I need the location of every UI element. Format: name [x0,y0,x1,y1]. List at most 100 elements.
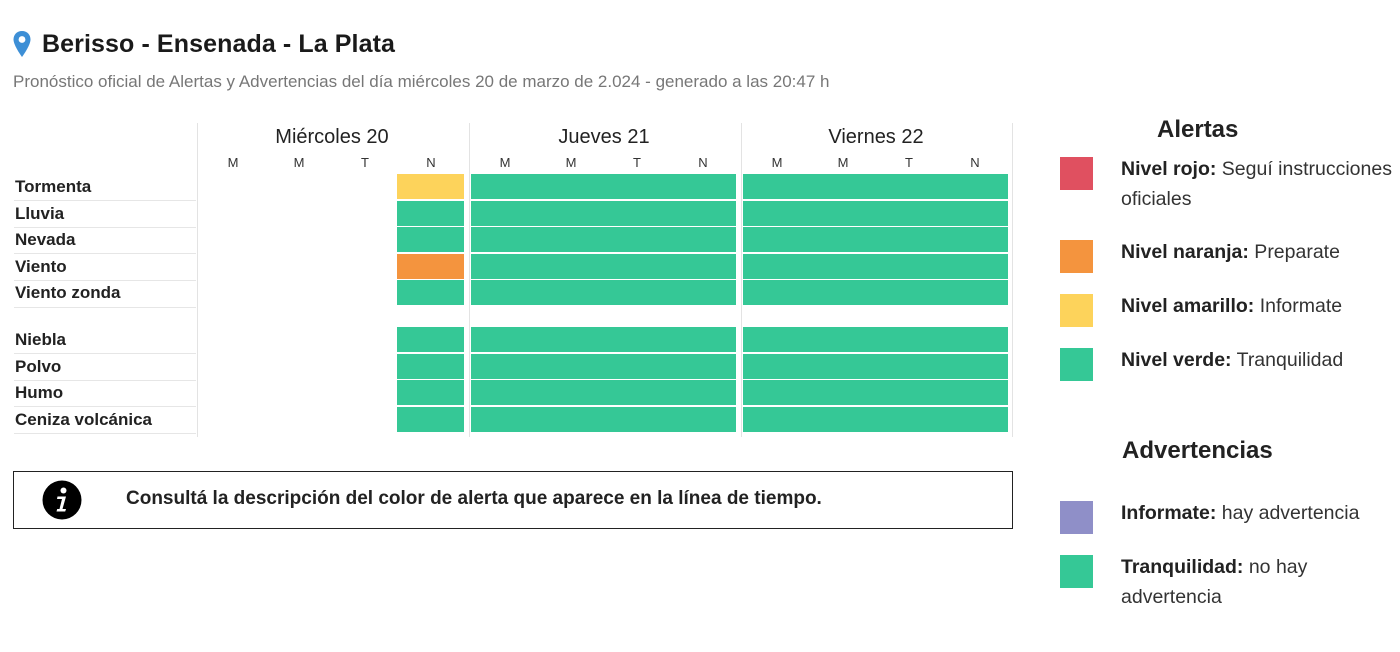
day-header: Miércoles 20 [275,126,389,148]
day-header: Viernes 22 [828,126,924,148]
day-separator [741,123,742,437]
time-slot-label: M [565,155,577,170]
alert-timeline: Miércoles 20 M M T N Jueves 21 M M T N Viernes 22 M… [0,0,1020,440]
color-swatch [1060,294,1093,327]
alert-cell-verde [743,200,1008,226]
alert-cell-verde [471,253,736,279]
color-swatch [1060,555,1093,588]
legend-level-name: Nivel rojo: [1121,158,1217,180]
legend-item-naranja: Nivel naranja: Preparate [1060,240,1400,273]
legend-level-desc: hay advertencia [1216,502,1360,524]
info-icon [42,480,82,520]
hazard-label: Lluvia [15,203,65,223]
row-divider [14,353,196,355]
legend-advertencias-title: Advertencias [1122,437,1273,464]
day-separator [1012,123,1013,437]
time-slot-label: M [771,155,783,170]
hazard-label: Humo [15,383,64,403]
time-slot-label: M [837,155,849,170]
legend-level-name: Informate: [1121,502,1217,524]
legend-item-verde: Tranquilidad: no hay advertencia [1060,555,1400,612]
alert-cell-verde [743,380,1008,406]
alert-cell-verde [743,174,1008,199]
alert-cell-verde [471,353,736,379]
alert-cell-verde [397,406,464,432]
row-divider [14,253,196,255]
legend-level-desc: Seguí instrucciones oficiales [1121,158,1392,210]
legend-level-desc: Informate [1254,295,1343,317]
hazard-label: Niebla [15,330,67,349]
alert-cell-verde [743,353,1008,379]
hazard-label: Viento zonda [15,283,121,303]
legend-alertas-title: Alertas [1157,116,1239,143]
alert-cell-verde [397,227,464,253]
legend-level-name: Nivel verde: [1121,349,1232,371]
legend-text: Informate: hay advertencia [1121,498,1400,528]
alert-cell-verde [471,406,736,432]
time-slot-label: M [227,155,239,170]
legend-level-desc: no hay advertencia [1121,556,1308,608]
time-slot-label: N [426,155,436,170]
legend-level-desc: Tranquilidad [1231,349,1344,371]
alert-cell-verde [743,253,1008,279]
legend-text: Nivel amarillo: Informate [1121,291,1400,321]
time-slot-label: T [905,155,913,170]
legend-level-name: Nivel amarillo: [1121,295,1255,317]
time-slot-label: M [293,155,305,170]
info-text: Consultá la descripción del color de ale… [126,488,822,509]
hazard-label: Nevada [15,230,76,250]
color-swatch [1060,240,1093,273]
day-header: Jueves 21 [558,126,650,148]
time-slot-label: T [633,155,641,170]
day-separator [197,123,198,437]
alert-cell-verde [743,280,1008,306]
alert-cell-verde [471,200,736,226]
color-swatch [1060,348,1093,381]
alert-cell-verde [471,380,736,406]
row-divider [14,379,196,381]
map-pin-icon [13,31,31,57]
alert-cell-verde [471,280,736,306]
page-header: Berisso - Ensenada - La Plata [12,26,395,62]
color-swatch [1060,501,1093,534]
legend-item-verde: Nivel verde: Tranquilidad [1060,348,1400,381]
alert-cell-verde [743,327,1008,352]
hazard-label: Viento [15,256,67,276]
alert-cell-verde [397,280,464,306]
hazard-label: Tormenta [15,177,92,196]
time-slot-label: T [361,155,369,170]
legend-level-name: Nivel naranja: [1121,241,1249,263]
row-divider [14,279,196,281]
alert-cell-verde [397,380,464,406]
time-slot-label: M [499,155,511,170]
alert-cell-verde [743,406,1008,432]
legend-item-amarillo: Nivel amarillo: Informate [1060,294,1400,327]
alert-cell-verde [743,227,1008,253]
alert-cell-verde [471,327,736,352]
legend-level-desc: Preparate [1248,241,1340,263]
hazard-label: Ceniza volcánica [15,409,153,429]
row-divider [14,306,196,308]
legend-level-name: Tranquilidad: [1121,556,1244,578]
forecast-subtitle: Pronóstico oficial de Alertas y Adverten… [13,72,830,91]
alert-cell-verde [471,227,736,253]
day-separator [469,123,470,437]
legend-text: Nivel verde: Tranquilidad [1121,345,1400,375]
time-slot-label: N [698,155,708,170]
alert-cell-amarillo [397,174,464,199]
page-title: Berisso - Ensenada - La Plata [42,29,396,58]
alert-cell-verde [397,327,464,352]
legend-item-violeta: Informate: hay advertencia [1060,501,1400,534]
row-divider [14,406,196,408]
row-divider [14,432,196,434]
alert-cell-verde [471,174,736,199]
row-divider [14,200,196,202]
legend-text: Nivel naranja: Preparate [1121,237,1400,267]
time-slot-label: N [970,155,980,170]
legend-text: Tranquilidad: no hay advertencia [1121,552,1400,612]
color-swatch [1060,157,1093,190]
alert-cell-verde [397,200,464,226]
legend-text: Nivel rojo: Seguí instrucciones oficiale… [1121,154,1400,214]
hazard-label: Polvo [15,356,62,376]
alert-cell-naranja [397,253,464,279]
